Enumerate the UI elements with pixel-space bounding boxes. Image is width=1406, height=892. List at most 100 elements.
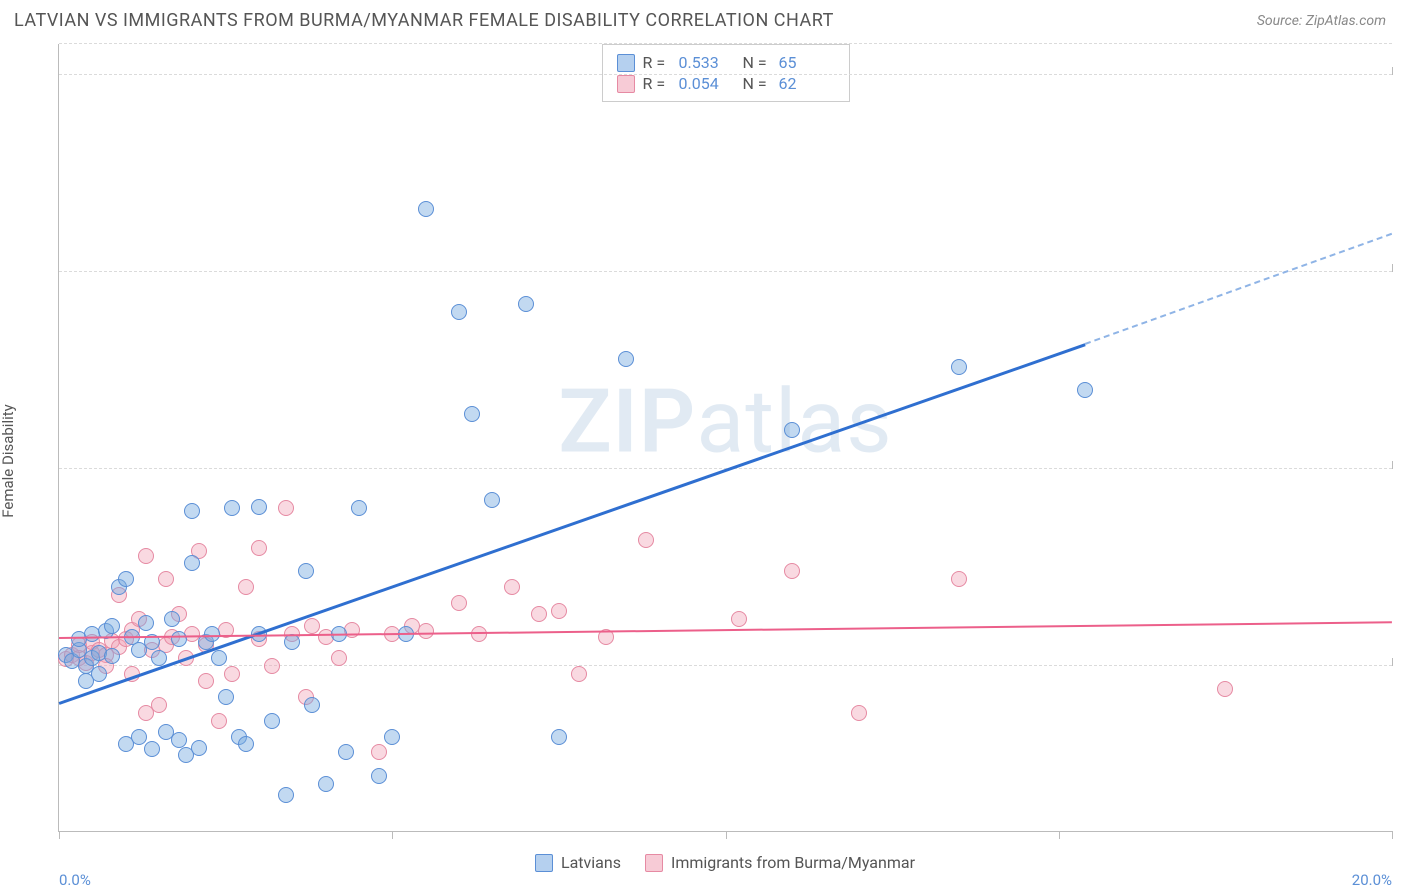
legend-swatch bbox=[617, 75, 635, 93]
gridline bbox=[59, 271, 1392, 272]
data-point-blue bbox=[171, 631, 187, 647]
data-point-blue bbox=[91, 666, 107, 682]
data-point-pink bbox=[158, 571, 174, 587]
data-point-pink bbox=[571, 666, 587, 682]
data-point-pink bbox=[531, 606, 547, 622]
series-label: Latvians bbox=[561, 853, 621, 872]
legend-r-label: R = bbox=[643, 74, 671, 93]
data-point-blue bbox=[418, 201, 434, 217]
x-tick bbox=[392, 831, 393, 839]
data-point-pink bbox=[784, 563, 800, 579]
gridline bbox=[59, 43, 1392, 44]
x-tick bbox=[726, 831, 727, 839]
data-point-blue bbox=[518, 296, 534, 312]
data-point-blue bbox=[238, 736, 254, 752]
x-tick-label: 20.0% bbox=[1352, 871, 1392, 889]
data-point-pink bbox=[471, 626, 487, 642]
legend-n-label: N = bbox=[743, 74, 771, 93]
data-point-blue bbox=[211, 650, 227, 666]
gridline bbox=[59, 665, 1392, 666]
data-point-blue bbox=[191, 740, 207, 756]
data-point-pink bbox=[951, 571, 967, 587]
data-point-pink bbox=[504, 579, 520, 595]
data-point-blue bbox=[171, 732, 187, 748]
data-point-blue bbox=[278, 787, 294, 803]
data-point-pink bbox=[151, 697, 167, 713]
data-point-blue bbox=[464, 406, 480, 422]
series-legend-item: Immigrants from Burma/Myanmar bbox=[645, 853, 915, 872]
legend-n-value: 65 bbox=[779, 53, 835, 72]
data-point-blue bbox=[118, 571, 134, 587]
data-point-blue bbox=[451, 304, 467, 320]
data-point-pink bbox=[1217, 681, 1233, 697]
data-point-pink bbox=[551, 603, 567, 619]
x-tick bbox=[59, 831, 60, 839]
data-point-blue bbox=[351, 500, 367, 516]
data-point-pink bbox=[211, 713, 227, 729]
x-tick bbox=[1059, 831, 1060, 839]
data-point-blue bbox=[184, 503, 200, 519]
data-point-pink bbox=[198, 673, 214, 689]
data-point-pink bbox=[138, 548, 154, 564]
data-point-blue bbox=[551, 729, 567, 745]
data-point-pink bbox=[851, 705, 867, 721]
data-point-pink bbox=[418, 623, 434, 639]
data-point-pink bbox=[264, 658, 280, 674]
data-point-blue bbox=[144, 741, 160, 757]
data-point-pink bbox=[638, 532, 654, 548]
data-point-blue bbox=[384, 729, 400, 745]
legend-r-label: R = bbox=[643, 53, 671, 72]
trend-line-blue bbox=[59, 343, 1086, 704]
data-point-pink bbox=[331, 650, 347, 666]
data-point-blue bbox=[484, 492, 500, 508]
data-point-blue bbox=[618, 351, 634, 367]
data-point-pink bbox=[451, 595, 467, 611]
data-point-blue bbox=[298, 563, 314, 579]
data-point-blue bbox=[104, 618, 120, 634]
data-point-blue bbox=[218, 689, 234, 705]
data-point-blue bbox=[284, 634, 300, 650]
data-point-blue bbox=[184, 555, 200, 571]
legend-swatch bbox=[617, 54, 635, 72]
legend-r-value: 0.054 bbox=[679, 74, 735, 93]
plot-area: ZIPatlas R =0.533N =65R =0.054N =62 12.5… bbox=[58, 44, 1392, 832]
data-point-blue bbox=[138, 615, 154, 631]
legend-swatch bbox=[535, 854, 553, 872]
series-legend-item: Latvians bbox=[535, 853, 621, 872]
data-point-pink bbox=[304, 618, 320, 634]
data-point-pink bbox=[251, 540, 267, 556]
data-point-blue bbox=[104, 648, 120, 664]
correlation-legend: R =0.533N =65R =0.054N =62 bbox=[602, 44, 850, 102]
data-point-blue bbox=[1077, 382, 1093, 398]
data-point-blue bbox=[371, 768, 387, 784]
data-point-blue bbox=[784, 422, 800, 438]
watermark: ZIPatlas bbox=[558, 370, 892, 473]
y-tick bbox=[1392, 658, 1393, 666]
data-point-blue bbox=[251, 499, 267, 515]
data-point-blue bbox=[951, 359, 967, 375]
chart-container: Female Disability ZIPatlas R =0.533N =65… bbox=[14, 44, 1392, 878]
data-point-pink bbox=[278, 500, 294, 516]
data-point-pink bbox=[224, 666, 240, 682]
legend-r-value: 0.533 bbox=[679, 53, 735, 72]
data-point-pink bbox=[371, 744, 387, 760]
legend-n-label: N = bbox=[743, 53, 771, 72]
data-point-blue bbox=[264, 713, 280, 729]
y-tick bbox=[1392, 67, 1393, 75]
data-point-pink bbox=[731, 611, 747, 627]
gridline bbox=[59, 74, 1392, 75]
x-tick bbox=[1392, 831, 1393, 839]
data-point-blue bbox=[318, 776, 334, 792]
y-tick bbox=[1392, 264, 1393, 272]
legend-swatch bbox=[645, 854, 663, 872]
data-point-blue bbox=[164, 611, 180, 627]
data-point-blue bbox=[304, 697, 320, 713]
legend-row: R = 0.533 N = 65 bbox=[617, 53, 835, 72]
data-point-blue bbox=[224, 500, 240, 516]
legend-row: R =0.054N =62 bbox=[617, 74, 835, 93]
y-tick bbox=[1392, 461, 1393, 469]
series-label: Immigrants from Burma/Myanmar bbox=[671, 853, 915, 872]
data-point-blue bbox=[131, 729, 147, 745]
data-point-blue bbox=[338, 744, 354, 760]
chart-title: LATVIAN VS IMMIGRANTS FROM BURMA/MYANMAR… bbox=[14, 10, 834, 31]
